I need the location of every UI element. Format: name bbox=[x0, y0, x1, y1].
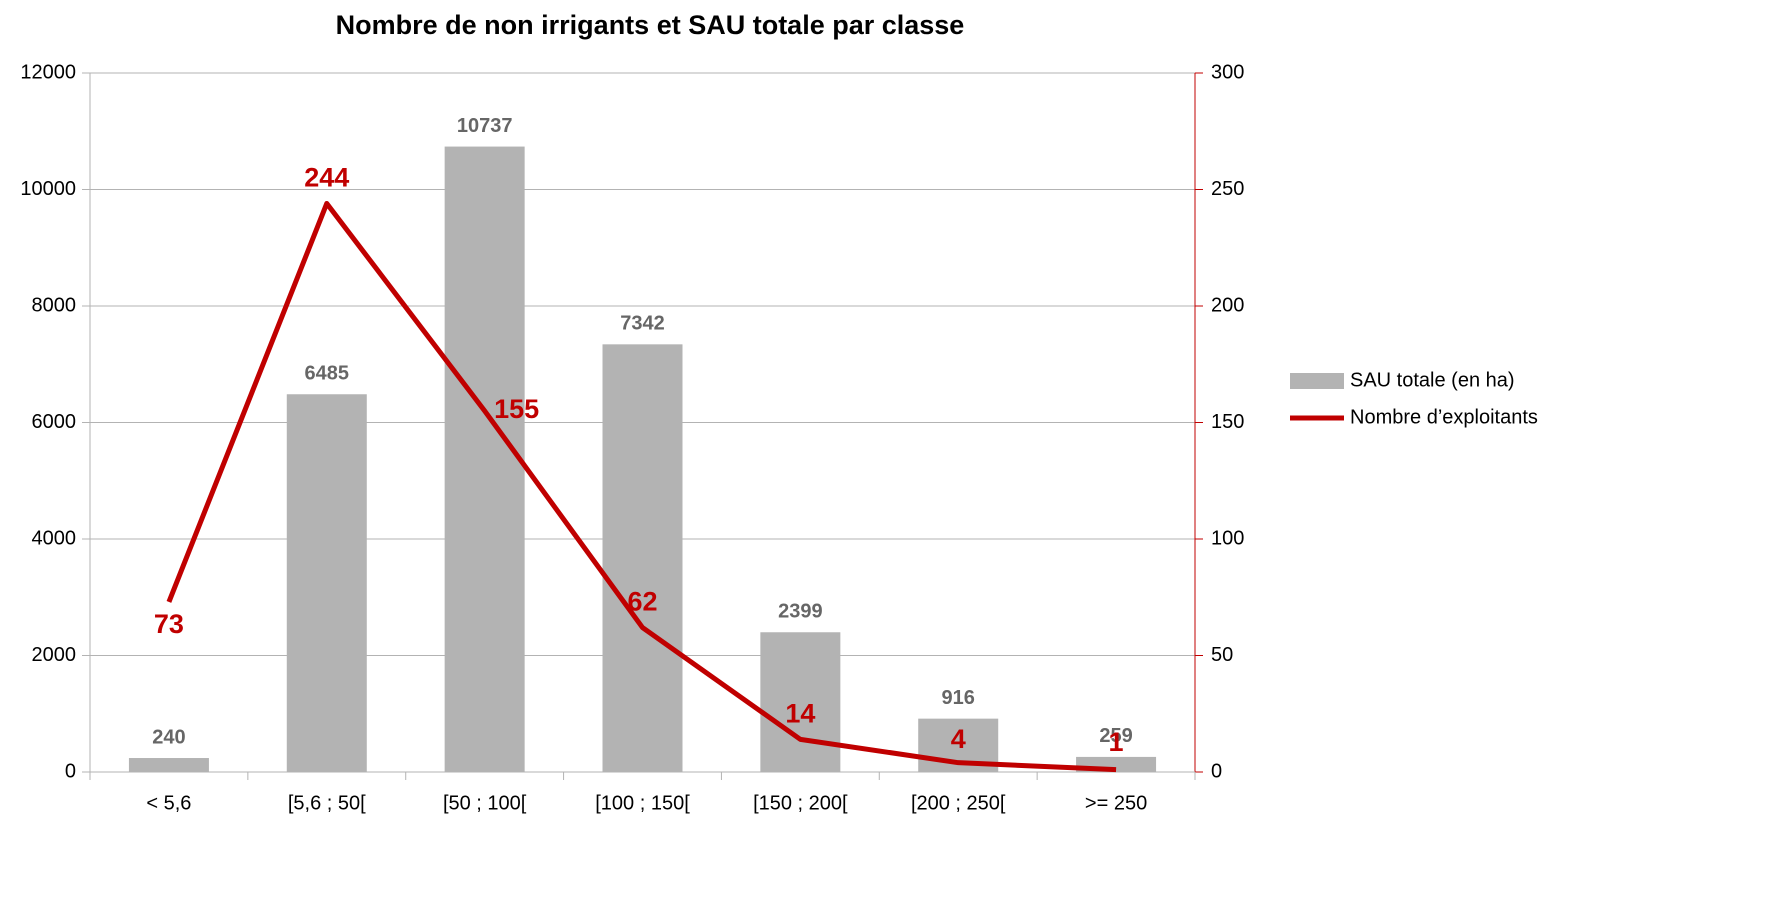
y2-tick-label: 150 bbox=[1211, 411, 1244, 433]
y2-tick-label: 100 bbox=[1211, 527, 1244, 549]
legend-label: SAU totale (en ha) bbox=[1350, 369, 1515, 391]
y-tick-label: 12000 bbox=[20, 61, 76, 83]
x-tick-label: < 5,6 bbox=[146, 792, 191, 814]
x-tick-label: [5,6 ; 50[ bbox=[288, 792, 366, 814]
x-tick-label: [100 ; 150[ bbox=[595, 792, 690, 814]
legend-swatch bbox=[1290, 373, 1344, 389]
bar-label: 259 bbox=[1099, 725, 1132, 747]
bar bbox=[760, 632, 841, 772]
bar-label: 10737 bbox=[457, 115, 513, 137]
y2-tick-label: 250 bbox=[1211, 178, 1244, 200]
line-label: 62 bbox=[627, 587, 657, 617]
line-label: 244 bbox=[304, 163, 349, 193]
bar bbox=[128, 758, 209, 772]
bar-label: 7342 bbox=[620, 313, 665, 335]
x-tick-label: [200 ; 250[ bbox=[911, 792, 1006, 814]
legend-label: Nombre d’exploitants bbox=[1350, 406, 1538, 428]
line-label: 73 bbox=[154, 609, 184, 639]
x-tick-label: [150 ; 200[ bbox=[753, 792, 848, 814]
line bbox=[166, 200, 1117, 773]
bar bbox=[286, 394, 367, 772]
bar-label: 916 bbox=[942, 687, 975, 709]
y-tick-label: 2000 bbox=[32, 644, 77, 666]
chart-title: Nombre de non irrigants et SAU totale pa… bbox=[336, 10, 965, 40]
y-tick-label: 8000 bbox=[32, 294, 77, 316]
bar-label: 240 bbox=[152, 726, 185, 748]
bar bbox=[444, 146, 525, 772]
line-label: 14 bbox=[785, 699, 815, 729]
bar bbox=[602, 344, 683, 772]
x-tick-label: [50 ; 100[ bbox=[443, 792, 527, 814]
y-tick-label: 0 bbox=[65, 760, 76, 782]
bar-label: 6485 bbox=[305, 363, 350, 385]
y2-tick-label: 300 bbox=[1211, 61, 1244, 83]
y-tick-label: 6000 bbox=[32, 411, 77, 433]
bar-label: 2399 bbox=[778, 601, 823, 623]
line-label: 1 bbox=[1109, 727, 1124, 757]
line-label: 4 bbox=[951, 724, 966, 754]
line-label: 155 bbox=[494, 394, 539, 424]
x-tick-label: >= 250 bbox=[1085, 792, 1147, 814]
y-tick-label: 10000 bbox=[20, 178, 76, 200]
y2-tick-label: 0 bbox=[1211, 760, 1222, 782]
y-tick-label: 4000 bbox=[32, 527, 77, 549]
y2-tick-label: 200 bbox=[1211, 294, 1244, 316]
y2-tick-label: 50 bbox=[1211, 644, 1233, 666]
